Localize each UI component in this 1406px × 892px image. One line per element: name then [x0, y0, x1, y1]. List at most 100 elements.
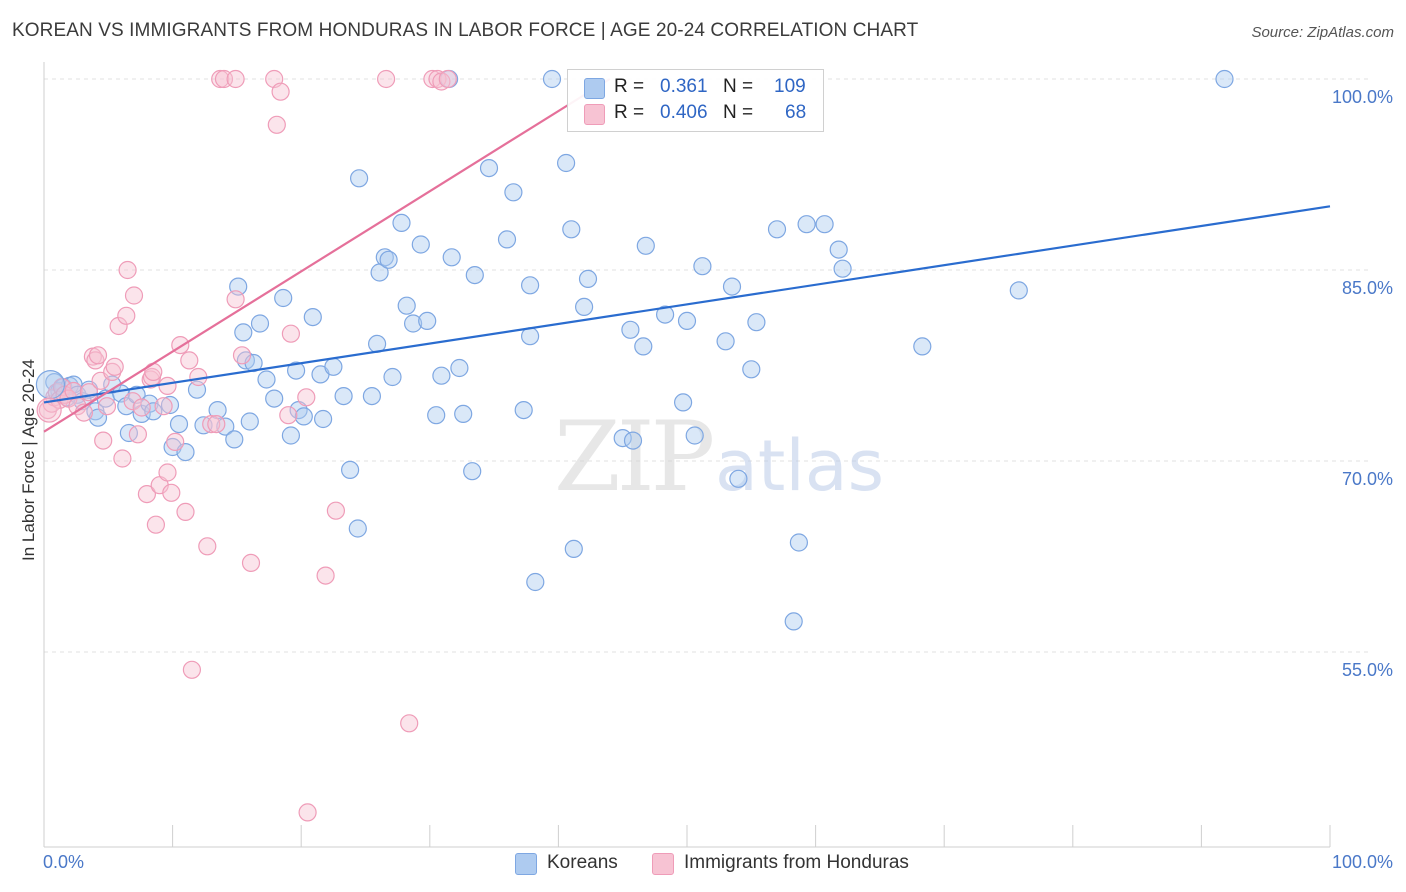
honduras-point	[326, 501, 345, 520]
x-tick-label-max: 100.0%	[1331, 852, 1393, 872]
honduras-point	[94, 431, 113, 450]
koreans-swatch	[515, 853, 537, 875]
korean-point	[383, 367, 402, 387]
korean-point	[411, 235, 430, 254]
r-label: R =	[614, 76, 645, 97]
honduras-swatch	[652, 853, 674, 875]
korean-point	[442, 248, 461, 267]
korean-point	[673, 393, 693, 412]
korean-point	[324, 357, 343, 376]
n-label: N =	[723, 76, 754, 97]
korean-point	[623, 431, 643, 450]
korean-point	[514, 401, 533, 420]
korean-point	[747, 313, 766, 332]
honduras-point	[232, 346, 252, 365]
honduras-point	[198, 537, 217, 556]
honduras-point	[211, 69, 230, 89]
watermark: ZIP atlas	[554, 401, 884, 513]
honduras-point	[105, 357, 124, 376]
y-axis-label: In Labor Force | Age 20-24	[19, 359, 38, 561]
korean-point	[784, 612, 803, 631]
honduras-point	[316, 566, 335, 585]
honduras-point	[162, 483, 181, 502]
honduras-point	[103, 362, 122, 381]
korean-point	[303, 308, 322, 327]
korean-point	[234, 323, 253, 342]
korean-point	[348, 519, 367, 538]
korean-point	[334, 387, 353, 406]
honduras-point	[154, 397, 173, 416]
korean-point	[463, 462, 482, 481]
korean-point	[716, 332, 735, 351]
korean-point	[677, 311, 697, 330]
honduras-point	[132, 398, 151, 417]
honduras-point	[298, 803, 317, 822]
korean-point	[526, 572, 545, 592]
honduras-swatch	[584, 104, 605, 125]
korean-point	[634, 337, 653, 356]
honduras-point	[137, 485, 156, 504]
honduras-point	[182, 660, 201, 679]
trend-lines	[43, 78, 1331, 433]
honduras-point	[279, 406, 298, 425]
korean-point	[281, 426, 300, 445]
honduras-point	[88, 346, 108, 365]
n-value: 109	[774, 76, 806, 97]
korean-point	[257, 370, 276, 389]
stats-legend: R = 0.361 N = 109 R = 0.406 N = 68	[567, 69, 824, 132]
korean-point	[144, 402, 163, 421]
korean-point	[1215, 69, 1234, 89]
axes	[43, 62, 1331, 848]
korean-point	[562, 220, 581, 239]
legend-label: Immigrants from Honduras	[684, 852, 909, 873]
honduras-point	[128, 425, 147, 444]
korean-point	[655, 305, 675, 324]
korean-point	[685, 426, 704, 445]
honduras-point	[146, 515, 165, 534]
korean-point	[250, 314, 270, 333]
korean-point	[833, 259, 852, 278]
korean-point	[564, 539, 583, 559]
korean-point	[578, 269, 598, 288]
honduras-point	[144, 362, 163, 381]
honduras-point	[109, 316, 128, 336]
korean-point	[287, 361, 306, 380]
honduras-point	[226, 69, 245, 89]
honduras-point	[123, 392, 142, 411]
koreans-swatch	[584, 78, 605, 99]
korean-point	[574, 297, 594, 316]
honduras-point	[438, 69, 457, 89]
korean-point	[767, 220, 787, 239]
honduras-point	[241, 553, 261, 573]
n-label: N =	[723, 102, 754, 123]
korean-point	[265, 389, 284, 408]
korean-point	[427, 406, 446, 425]
r-value: 0.406	[660, 102, 708, 123]
honduras-point	[267, 115, 286, 134]
korean-point	[240, 412, 259, 431]
korean-point	[450, 358, 469, 378]
honduras-point	[158, 463, 177, 482]
korean-point	[225, 430, 244, 449]
korean-point	[742, 360, 761, 379]
korean-point	[497, 230, 517, 249]
korean-point	[314, 409, 333, 429]
y-tick-label: 70.0%	[1341, 469, 1393, 489]
korean-point	[479, 159, 499, 178]
korean-point	[722, 277, 742, 296]
korean-point	[418, 311, 437, 330]
honduras-point	[113, 449, 132, 468]
korean-point	[729, 469, 748, 488]
korean-point	[35, 370, 66, 400]
korean-point	[693, 257, 712, 276]
korean-point	[636, 236, 655, 255]
korean-point	[621, 320, 640, 339]
korean-point	[274, 288, 293, 308]
korean-point	[465, 266, 484, 285]
korean-point	[392, 213, 411, 232]
honduras-point	[297, 388, 316, 407]
honduras-point	[207, 415, 226, 434]
korean-point	[504, 183, 523, 202]
legend-label: Koreans	[547, 852, 618, 873]
honduras-point	[180, 351, 199, 370]
